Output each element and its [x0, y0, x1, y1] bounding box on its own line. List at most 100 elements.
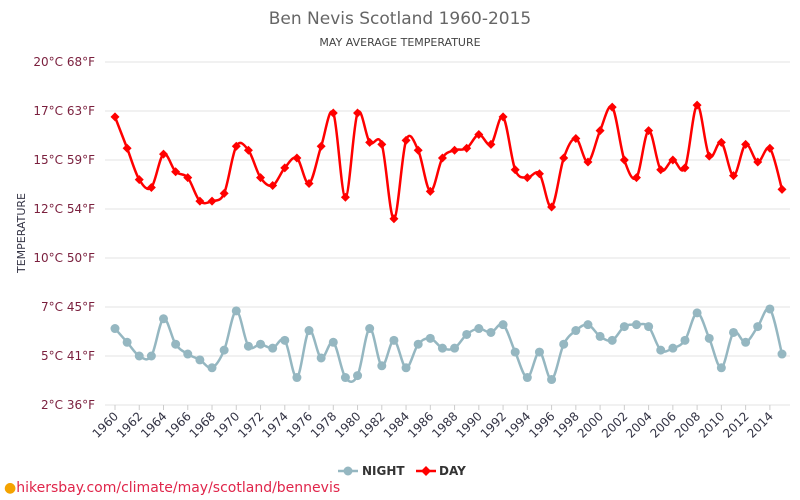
data-point-day-2005[interactable]	[656, 165, 666, 175]
data-point-day-1989[interactable]	[462, 143, 472, 153]
data-point-day-1975[interactable]	[292, 153, 302, 163]
data-point-day-1976[interactable]	[304, 179, 314, 189]
data-point-night-2010[interactable]	[716, 363, 726, 373]
data-point-day-2006[interactable]	[668, 155, 678, 165]
data-point-night-1975[interactable]	[292, 373, 302, 383]
data-point-night-2003[interactable]	[631, 320, 641, 330]
data-point-day-1965[interactable]	[171, 167, 181, 177]
data-point-night-1961[interactable]	[122, 337, 132, 347]
data-point-night-1973[interactable]	[268, 343, 278, 353]
data-point-day-1970[interactable]	[231, 141, 241, 151]
data-point-day-1984[interactable]	[401, 135, 411, 145]
data-point-night-1967[interactable]	[195, 355, 205, 365]
data-point-night-1962[interactable]	[134, 351, 144, 361]
data-point-day-2002[interactable]	[619, 155, 629, 165]
data-point-day-1999[interactable]	[583, 157, 593, 167]
data-point-day-2015[interactable]	[777, 184, 787, 194]
data-point-night-2015[interactable]	[777, 349, 787, 359]
data-point-day-1979[interactable]	[340, 192, 350, 202]
data-point-day-2001[interactable]	[607, 102, 617, 112]
data-point-day-1968[interactable]	[207, 196, 217, 206]
data-point-night-1964[interactable]	[159, 314, 169, 324]
data-point-night-1979[interactable]	[340, 373, 350, 383]
data-point-day-1971[interactable]	[243, 145, 253, 155]
data-point-night-2006[interactable]	[668, 343, 678, 353]
data-point-night-2007[interactable]	[680, 335, 690, 345]
data-point-night-1960[interactable]	[110, 324, 120, 334]
data-point-day-1993[interactable]	[510, 165, 520, 175]
data-point-day-1996[interactable]	[547, 202, 557, 212]
data-point-night-1995[interactable]	[534, 347, 544, 357]
data-point-day-2011[interactable]	[728, 171, 738, 181]
data-point-night-1966[interactable]	[183, 349, 193, 359]
data-point-night-1990[interactable]	[474, 324, 484, 334]
data-point-night-1991[interactable]	[486, 327, 496, 337]
data-point-day-1981[interactable]	[365, 137, 375, 147]
data-point-day-1969[interactable]	[219, 188, 229, 198]
data-point-night-1997[interactable]	[559, 339, 569, 349]
data-point-day-1960[interactable]	[110, 112, 120, 122]
data-point-night-1996[interactable]	[547, 375, 557, 385]
data-point-night-1983[interactable]	[389, 335, 399, 345]
data-point-day-2013[interactable]	[753, 157, 763, 167]
data-point-day-2012[interactable]	[741, 139, 751, 149]
data-point-day-2008[interactable]	[692, 100, 702, 110]
data-point-day-1998[interactable]	[571, 133, 581, 143]
data-point-day-1994[interactable]	[522, 173, 532, 183]
data-point-day-1962[interactable]	[134, 175, 144, 185]
data-point-night-2005[interactable]	[656, 345, 666, 355]
data-point-night-1971[interactable]	[243, 341, 253, 351]
legend-item-day[interactable]: DAY	[416, 464, 466, 478]
data-point-day-1973[interactable]	[268, 180, 278, 190]
data-point-day-2003[interactable]	[631, 173, 641, 183]
data-point-night-1993[interactable]	[510, 347, 520, 357]
data-point-night-1970[interactable]	[231, 306, 241, 316]
data-point-night-1982[interactable]	[377, 361, 387, 371]
data-point-night-1989[interactable]	[462, 329, 472, 339]
data-point-night-2011[interactable]	[728, 327, 738, 337]
data-point-night-1969[interactable]	[219, 345, 229, 355]
data-point-night-1980[interactable]	[353, 371, 363, 381]
data-point-night-2001[interactable]	[607, 335, 617, 345]
data-point-night-1999[interactable]	[583, 320, 593, 330]
data-point-day-1991[interactable]	[486, 139, 496, 149]
data-point-night-1965[interactable]	[171, 339, 181, 349]
data-point-night-2008[interactable]	[692, 308, 702, 318]
data-point-night-1981[interactable]	[365, 324, 375, 334]
data-point-day-1986[interactable]	[425, 186, 435, 196]
data-point-day-1967[interactable]	[195, 196, 205, 206]
data-point-night-2002[interactable]	[619, 322, 629, 332]
data-point-day-1988[interactable]	[450, 145, 460, 155]
data-point-day-2000[interactable]	[595, 126, 605, 136]
data-point-day-1980[interactable]	[353, 108, 363, 118]
data-point-day-1961[interactable]	[122, 143, 132, 153]
data-point-night-1974[interactable]	[280, 335, 290, 345]
data-point-night-1985[interactable]	[413, 339, 423, 349]
data-point-night-2000[interactable]	[595, 331, 605, 341]
data-point-night-1994[interactable]	[522, 373, 532, 383]
watermark-link[interactable]: ●hikersbay.com/climate/may/scotland/benn…	[4, 480, 341, 496]
data-point-day-1983[interactable]	[389, 214, 399, 224]
data-point-night-1977[interactable]	[316, 353, 326, 363]
data-point-day-1966[interactable]	[183, 173, 193, 183]
data-point-day-1995[interactable]	[534, 169, 544, 179]
data-point-day-1992[interactable]	[498, 112, 508, 122]
data-point-night-2012[interactable]	[741, 337, 751, 347]
data-point-day-1964[interactable]	[159, 149, 169, 159]
data-point-day-2004[interactable]	[644, 126, 654, 136]
data-point-night-1976[interactable]	[304, 326, 314, 336]
data-point-night-1992[interactable]	[498, 320, 508, 330]
data-point-night-1984[interactable]	[401, 363, 411, 373]
data-point-day-1977[interactable]	[316, 141, 326, 151]
data-point-night-1963[interactable]	[146, 351, 156, 361]
data-point-day-1987[interactable]	[437, 153, 447, 163]
data-point-day-2014[interactable]	[765, 143, 775, 153]
data-point-night-1972[interactable]	[256, 339, 266, 349]
data-point-night-2009[interactable]	[704, 333, 714, 343]
data-point-day-1997[interactable]	[559, 153, 569, 163]
data-point-night-2014[interactable]	[765, 304, 775, 314]
data-point-day-1985[interactable]	[413, 145, 423, 155]
data-point-day-1982[interactable]	[377, 139, 387, 149]
data-point-day-1963[interactable]	[146, 182, 156, 192]
legend-item-night[interactable]: NIGHT	[338, 464, 405, 478]
